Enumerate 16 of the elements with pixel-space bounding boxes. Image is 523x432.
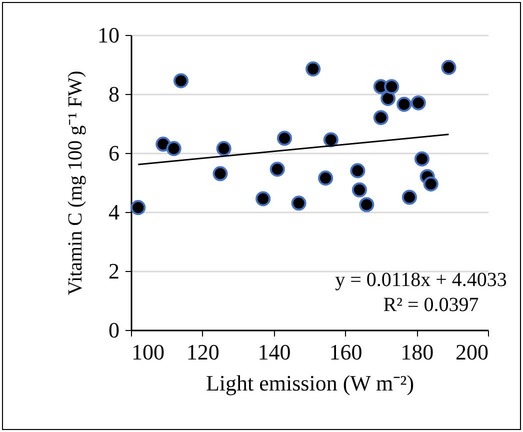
x-axis-title: Light emission (W m⁻²) [206, 370, 414, 396]
y-tick-label: 0 [108, 318, 120, 342]
x-tick-label: 140 [258, 340, 291, 364]
x-tick-label: 100 [132, 340, 164, 364]
y-tick-label: 10 [98, 22, 120, 48]
y-tick-label: 4 [108, 200, 120, 224]
x-tick-label: 200 [456, 340, 488, 364]
annotation: y = 0.0118x + 4.4033 [335, 269, 507, 291]
x-tick-label: 180 [400, 340, 434, 364]
x-tick-label: 160 [329, 340, 362, 364]
y-tick-label: 8 [108, 82, 120, 106]
annotation: R² = 0.0397 [383, 294, 479, 316]
x-tick-label: 120 [186, 340, 220, 364]
y-tick-label: 2 [108, 258, 120, 284]
y-tick-label: 6 [108, 140, 120, 166]
y-axis-title: Vitamin C (mg 100 g⁻¹ FW) [64, 70, 86, 296]
